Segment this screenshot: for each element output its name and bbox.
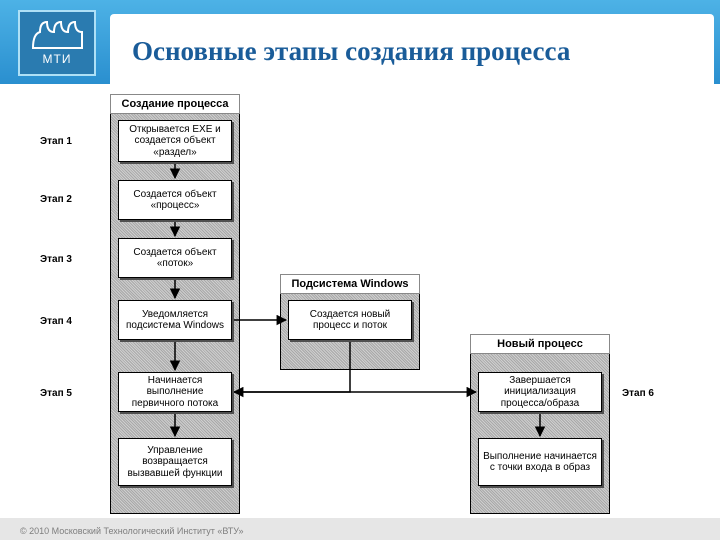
box-b6: Управление возвращается вызвавшей функци… — [118, 438, 232, 486]
box-c2: Выполнение начинается с точки входа в об… — [478, 438, 602, 486]
box-c1: Завершается инициализация процесса/образ… — [478, 372, 602, 412]
page-title: Основные этапы создания процесса — [132, 36, 570, 67]
stage-label: Этап 2 — [40, 194, 72, 205]
box-b3: Создается объект «поток» — [118, 238, 232, 278]
box-b1: Открывается EXE и создается объект «разд… — [118, 120, 232, 162]
column-title: Новый процесс — [470, 334, 610, 354]
stage-label: Этап 5 — [40, 388, 72, 399]
logo-text: МТИ — [43, 52, 72, 66]
box-b4: Уведомляется подсистема Windows — [118, 300, 232, 340]
stage-label: Этап 3 — [40, 254, 72, 265]
diagram-canvas: Новый процесс Подсистема Windows Создание … — [40, 94, 680, 514]
stage-label: Этап 1 — [40, 136, 72, 147]
column-title: Подсистема Windows — [280, 274, 420, 294]
box-bw: Создается новый процесс и поток — [288, 300, 412, 340]
column-title: Создание процесса — [110, 94, 240, 114]
footer-text: © 2010 Московский Технологический Инстит… — [20, 526, 244, 536]
logo-icon — [28, 20, 86, 50]
stage-label: Этап 6 — [622, 388, 654, 399]
stage-label: Этап 4 — [40, 316, 72, 327]
box-b5: Начинается выполнение первичного потока — [118, 372, 232, 412]
box-b2: Создается объект «процесс» — [118, 180, 232, 220]
logo: МТИ — [18, 10, 96, 76]
